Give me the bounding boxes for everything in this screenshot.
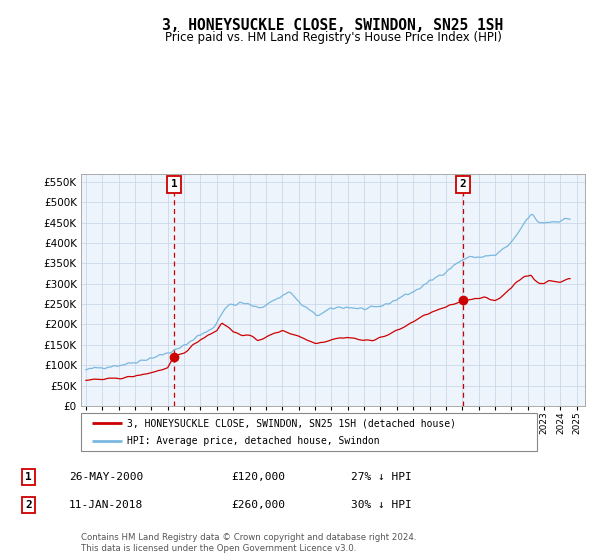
Text: HPI: Average price, detached house, Swindon: HPI: Average price, detached house, Swin… (127, 436, 379, 446)
Text: 1: 1 (25, 472, 32, 482)
Text: 1: 1 (170, 179, 178, 189)
Text: 30% ↓ HPI: 30% ↓ HPI (351, 500, 412, 510)
Text: 11-JAN-2018: 11-JAN-2018 (69, 500, 143, 510)
Text: 27% ↓ HPI: 27% ↓ HPI (351, 472, 412, 482)
Text: 26-MAY-2000: 26-MAY-2000 (69, 472, 143, 482)
Text: £260,000: £260,000 (231, 500, 285, 510)
Text: £120,000: £120,000 (231, 472, 285, 482)
Text: 2: 2 (460, 179, 466, 189)
Text: Price paid vs. HM Land Registry's House Price Index (HPI): Price paid vs. HM Land Registry's House … (164, 31, 502, 44)
Text: Contains HM Land Registry data © Crown copyright and database right 2024.
This d: Contains HM Land Registry data © Crown c… (81, 533, 416, 553)
Text: 3, HONEYSUCKLE CLOSE, SWINDON, SN25 1SH: 3, HONEYSUCKLE CLOSE, SWINDON, SN25 1SH (163, 18, 503, 34)
Text: 3, HONEYSUCKLE CLOSE, SWINDON, SN25 1SH (detached house): 3, HONEYSUCKLE CLOSE, SWINDON, SN25 1SH … (127, 418, 455, 428)
Text: 2: 2 (25, 500, 32, 510)
FancyBboxPatch shape (81, 413, 537, 451)
